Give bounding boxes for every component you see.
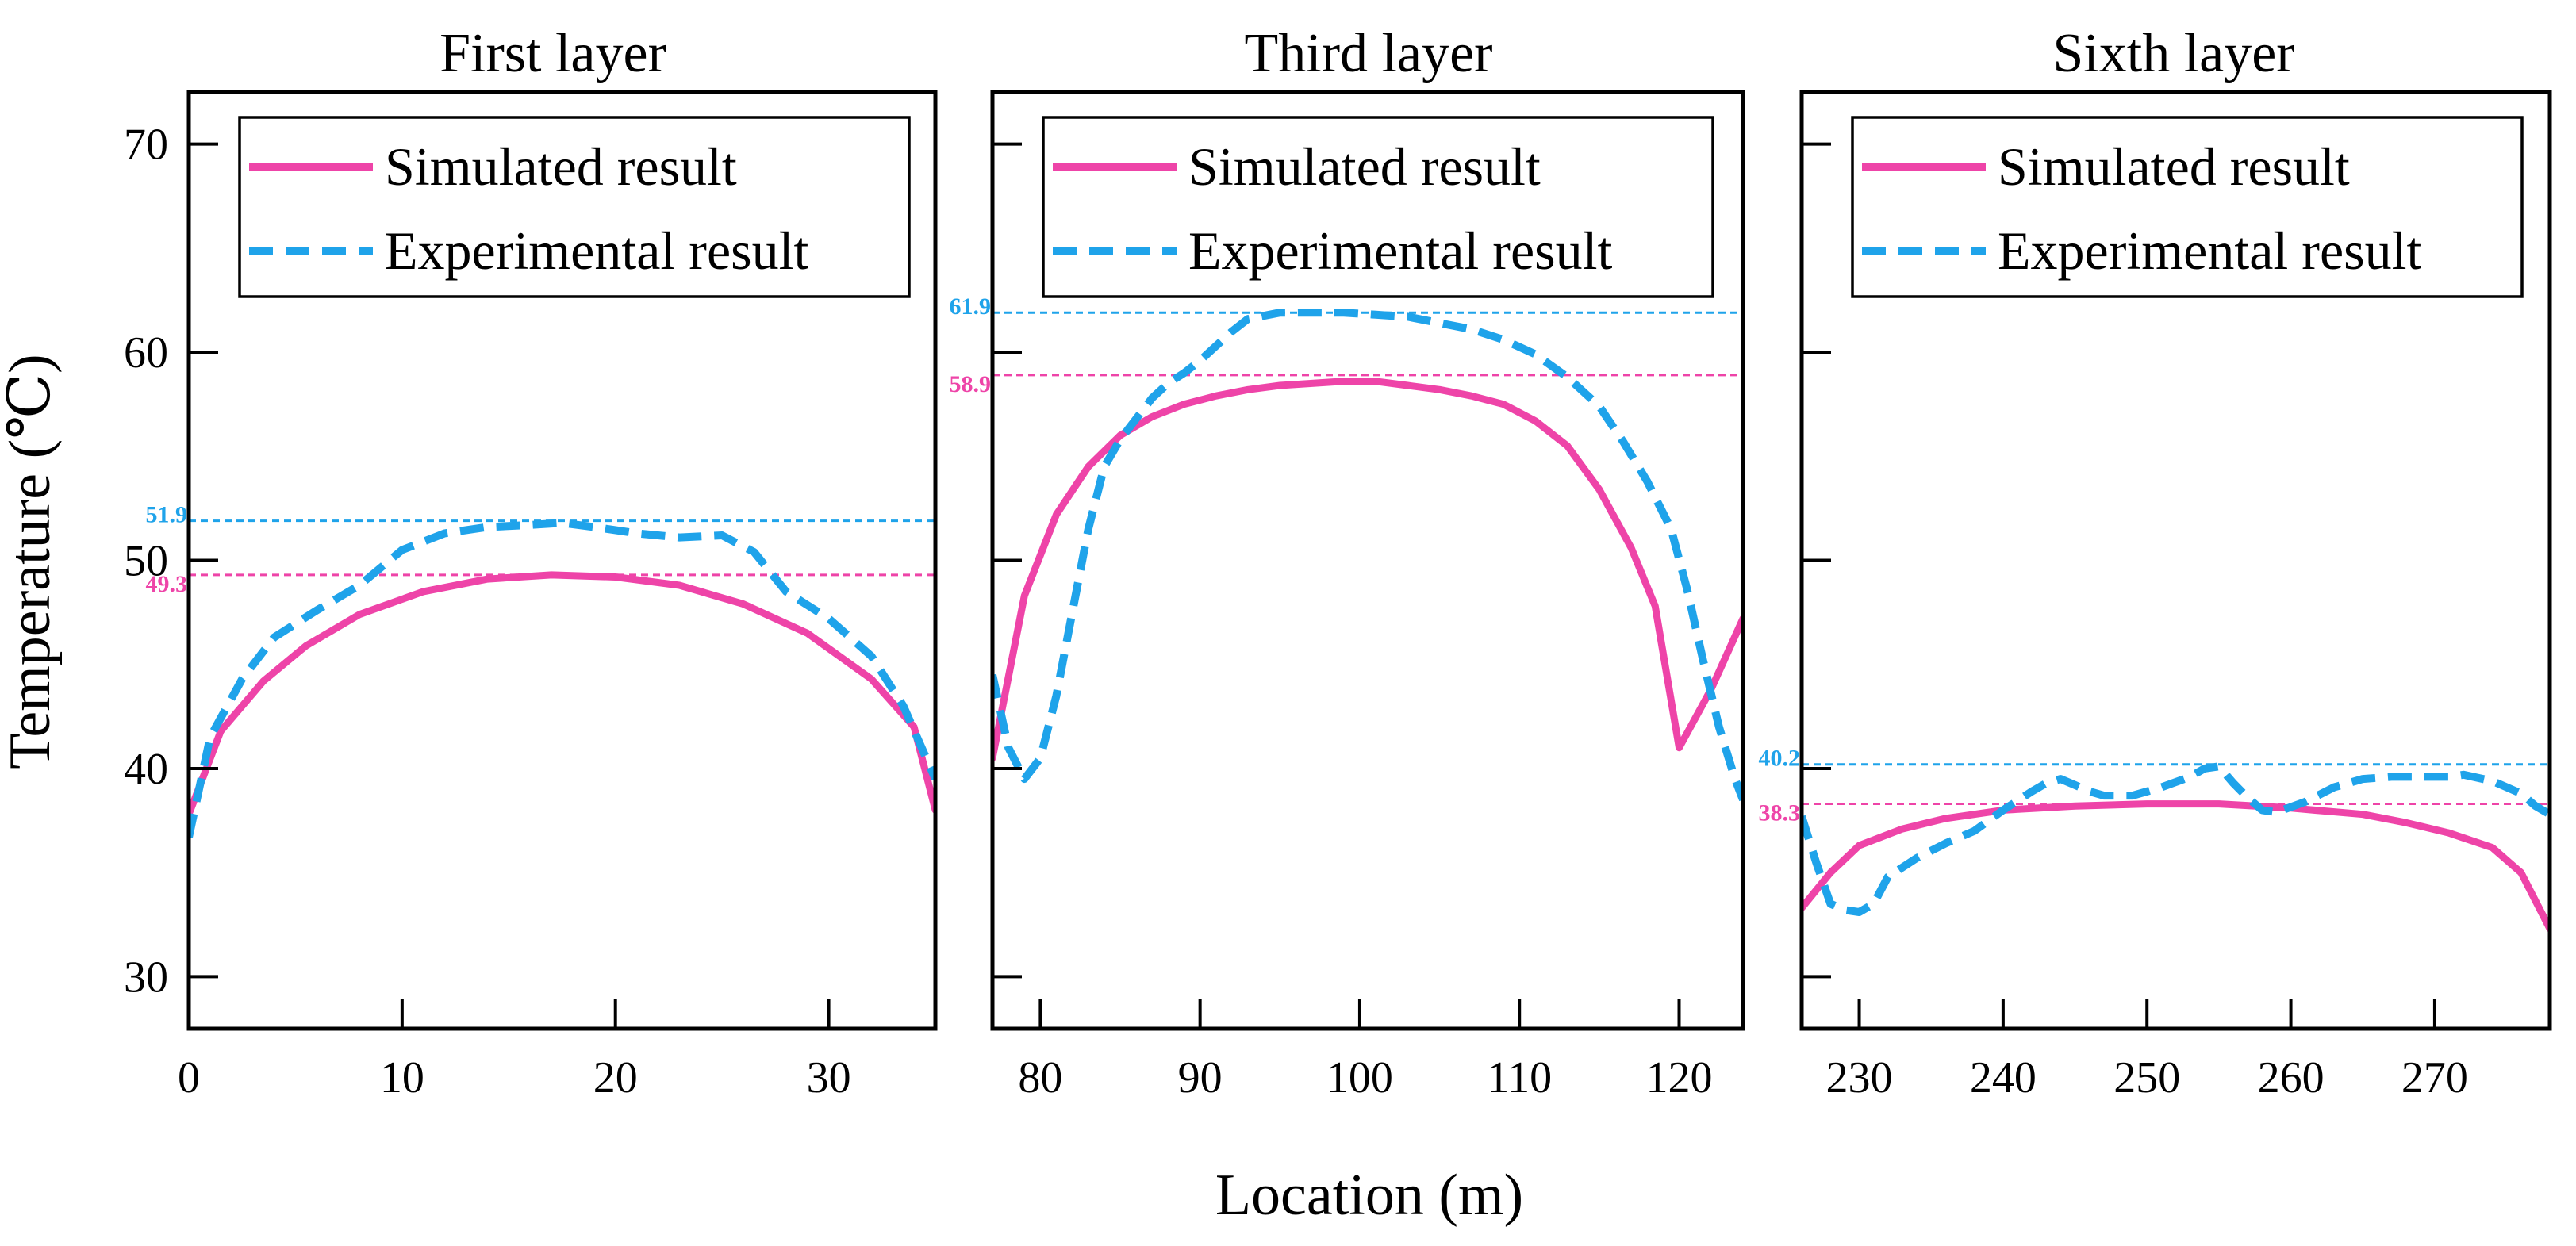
x-tick-label: 0 (178, 1053, 200, 1102)
x-axis-title: Location (m) (1215, 1163, 1523, 1228)
reference-label-simulated: 38.3 (1759, 800, 1801, 826)
x-tick-label: 90 (1178, 1053, 1223, 1102)
legend: Simulated result Experimental result (238, 116, 911, 298)
reference-label-experimental: 40.2 (1759, 746, 1801, 772)
simulated-series-line (1802, 800, 2550, 933)
y-tick-label: 60 (124, 328, 168, 378)
panel-sixth-layer: Sixth layer 230 240 250 260 270 Simulated re… (1759, 23, 2552, 1102)
series-layer (992, 309, 1743, 802)
legend-label-simulated: Simulated result (1998, 136, 2350, 197)
y-tick-label: 50 (124, 537, 168, 586)
panel-title: First layer (440, 23, 666, 84)
experimental-series-line (992, 309, 1743, 802)
panel-title: Third layer (1245, 23, 1493, 84)
plot-frame (186, 90, 938, 1031)
reference-label-simulated: 49.3 (146, 571, 188, 597)
x-tick-label: 250 (2113, 1053, 2180, 1102)
legend-label-experimental: Experimental result (1188, 220, 1612, 281)
legend: Simulated result Experimental result (1042, 116, 1714, 298)
x-tick-label: 230 (1826, 1053, 1893, 1102)
y-tick-label: 30 (124, 953, 168, 1002)
simulated-series-line (992, 378, 1743, 762)
y-tick-label: 70 (124, 121, 168, 170)
panel-title: Sixth layer (2052, 23, 2294, 84)
legend: Simulated result Experimental result (1851, 116, 2524, 298)
x-tick-label: 20 (593, 1053, 638, 1102)
x-tick-label: 270 (2401, 1053, 2468, 1102)
x-tick-label: 120 (1645, 1053, 1712, 1102)
x-tick-label: 240 (1970, 1053, 2037, 1102)
legend-box (1042, 116, 1714, 298)
legend-box (238, 116, 911, 298)
legend-label-experimental: Experimental result (385, 220, 808, 281)
x-tick-label: 80 (1018, 1053, 1062, 1102)
legend-box (1851, 116, 2524, 298)
panel-third-layer: Third layer 80 90 100 110 120 Simulated resu… (950, 23, 1745, 1102)
panel-first-layer: First layer 30 40 50 60 70 0 10 20 30 Simulated … (124, 23, 938, 1102)
reference-label-experimental: 51.9 (146, 502, 188, 528)
x-tick-label: 30 (807, 1053, 851, 1102)
legend-label-simulated: Simulated result (1188, 136, 1541, 197)
x-tick-label: 100 (1326, 1053, 1393, 1102)
series-layer (189, 519, 935, 838)
reference-label-experimental: 61.9 (950, 293, 992, 320)
experimental-series-line (1802, 762, 2550, 916)
simulated-series-line (189, 571, 935, 819)
experimental-series-line (189, 519, 935, 838)
series-layer (1802, 762, 2550, 933)
x-tick-label: 10 (380, 1053, 424, 1102)
legend-label-simulated: Simulated result (385, 136, 737, 197)
plot-frame (990, 90, 1745, 1031)
plot-frame (1799, 90, 2552, 1031)
reference-label-simulated: 58.9 (950, 371, 992, 397)
legend-label-experimental: Experimental result (1998, 220, 2421, 281)
x-tick-label: 110 (1487, 1053, 1552, 1102)
x-tick-label: 260 (2258, 1053, 2325, 1102)
y-axis-title: Temperature (℃) (0, 354, 63, 769)
y-tick-label: 40 (124, 745, 168, 794)
